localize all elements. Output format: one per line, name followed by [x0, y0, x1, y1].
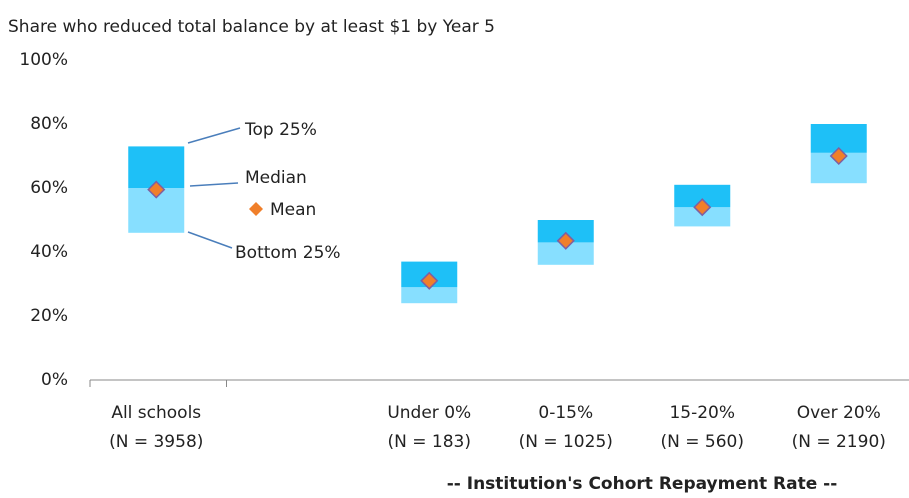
y-tick-label: 20% — [30, 306, 68, 326]
y-tick-label: 40% — [30, 242, 68, 262]
mean-marker — [556, 231, 575, 250]
x-tick-sublabel: (N = 183) — [388, 432, 471, 452]
x-axis-title: -- Institution's Cohort Repayment Rate -… — [447, 474, 838, 494]
x-tick-sublabel: (N = 3958) — [109, 432, 203, 452]
legend-label: Median — [245, 168, 307, 188]
x-tick-label: Under 0% — [387, 403, 471, 423]
y-tick-label: 60% — [30, 178, 68, 198]
lower-box — [537, 242, 594, 265]
upper-box — [674, 184, 731, 208]
lower-box — [674, 207, 731, 227]
x-tick-sublabel: (N = 1025) — [519, 432, 613, 452]
y-tick-label: 0% — [41, 370, 68, 390]
y-tick-label: 80% — [30, 114, 68, 134]
lower-box — [401, 287, 458, 304]
callout-line — [187, 231, 233, 249]
legend-label: Top 25% — [244, 120, 317, 140]
legend-label: Bottom 25% — [235, 243, 341, 263]
upper-box — [537, 220, 594, 243]
y-tick-label: 100% — [19, 50, 68, 70]
legend-label: Mean — [270, 200, 316, 220]
x-tick-label: Over 20% — [797, 403, 881, 423]
chart-title: Share who reduced total balance by at le… — [8, 17, 495, 37]
legend-marker — [249, 202, 263, 216]
mean-marker — [693, 198, 712, 217]
x-tick-sublabel: (N = 560) — [661, 432, 744, 452]
x-tick-label: 15-20% — [669, 403, 735, 423]
mean-marker — [829, 146, 848, 166]
x-tick-label: 0-15% — [538, 403, 593, 423]
x-tick-label: All schools — [111, 403, 201, 423]
callout-line — [189, 182, 239, 187]
x-tick-sublabel: (N = 2190) — [792, 432, 886, 452]
mean-marker — [147, 180, 166, 199]
callout-line — [187, 127, 241, 144]
mean-marker — [420, 271, 439, 290]
